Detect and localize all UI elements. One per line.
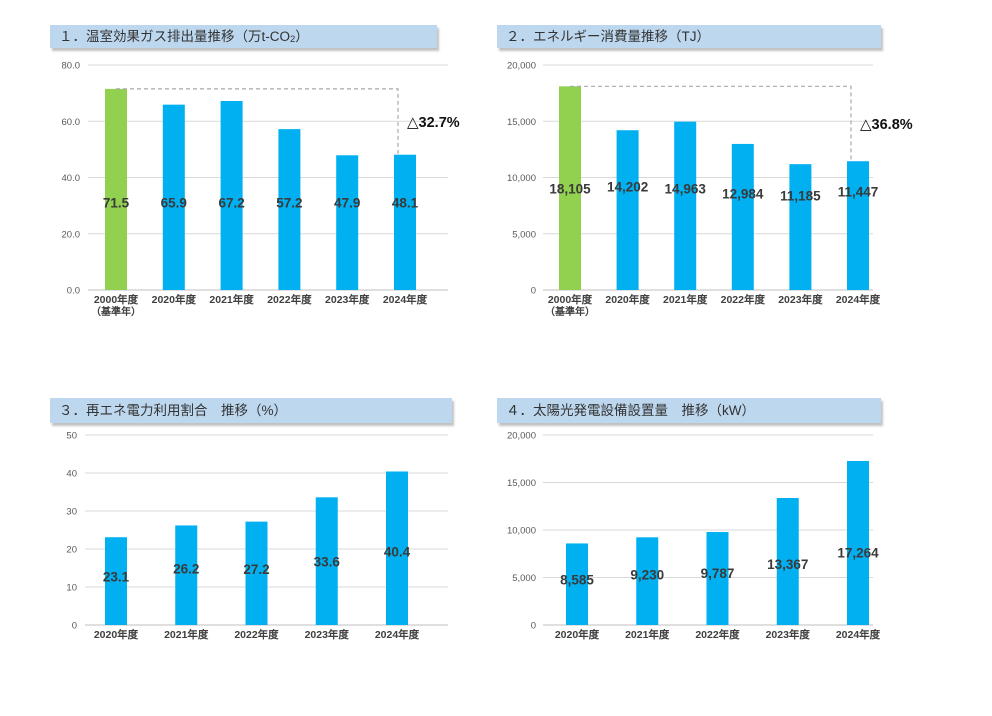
svg-text:2021年度: 2021年度 — [625, 628, 670, 641]
svg-text:15,000: 15,000 — [507, 117, 536, 128]
svg-text:△32.7%: △32.7% — [407, 114, 460, 131]
chart-title-ghg-emissions: １．温室効果ガス排出量推移（万t-CO2） — [50, 25, 437, 48]
svg-text:57.2: 57.2 — [276, 195, 302, 210]
svg-text:2022年度: 2022年度 — [267, 293, 312, 306]
svg-text:2020年度: 2020年度 — [94, 628, 139, 641]
svg-text:9,230: 9,230 — [630, 568, 664, 583]
svg-text:12,984: 12,984 — [722, 187, 764, 202]
svg-text:2023年度: 2023年度 — [778, 293, 823, 306]
svg-text:13,367: 13,367 — [767, 557, 808, 572]
svg-text:23.1: 23.1 — [103, 570, 130, 585]
svg-text:2022年度: 2022年度 — [721, 293, 766, 306]
svg-text:15,000: 15,000 — [507, 478, 536, 489]
bar-chart-ghg-emissions: 80.0 60.0 40.0 20.0 0.0 △32.7% 71.5 65.9 67.2 57.… — [62, 61, 460, 319]
svg-text:（基準年）: （基準年） — [545, 305, 595, 318]
svg-text:5,000: 5,000 — [512, 229, 536, 240]
svg-text:5,000: 5,000 — [512, 573, 536, 584]
svg-text:9,787: 9,787 — [701, 566, 735, 581]
svg-text:10,000: 10,000 — [507, 173, 536, 184]
svg-text:11,185: 11,185 — [780, 189, 821, 204]
chart-title-text: ２．エネルギー消費量推移（TJ） — [506, 29, 710, 44]
svg-text:2024年度: 2024年度 — [375, 628, 420, 641]
svg-text:2024年度: 2024年度 — [836, 628, 881, 641]
bar-chart-renewable-ratio: 50 40 30 20 10 0 23.1 26.2 27.2 33.6 40.4 2020年度 202… — [66, 431, 448, 641]
svg-text:0: 0 — [531, 621, 536, 632]
chart-title-text: ４．太陽光発電設備設置量 推移（kW） — [506, 403, 755, 418]
svg-text:48.1: 48.1 — [392, 195, 419, 210]
svg-text:80.0: 80.0 — [62, 61, 81, 72]
svg-text:2023年度: 2023年度 — [766, 628, 811, 641]
svg-text:2020年度: 2020年度 — [152, 293, 197, 306]
svg-text:65.9: 65.9 — [161, 195, 187, 210]
svg-text:18,105: 18,105 — [549, 182, 591, 197]
svg-text:（基準年）: （基準年） — [91, 305, 141, 318]
svg-text:67.2: 67.2 — [218, 195, 244, 210]
svg-text:50: 50 — [66, 431, 77, 442]
svg-text:2024年度: 2024年度 — [383, 293, 428, 306]
chart-title-suffix: ） — [295, 29, 309, 44]
svg-text:0.0: 0.0 — [67, 286, 80, 297]
svg-text:20,000: 20,000 — [507, 61, 536, 72]
svg-text:0: 0 — [531, 286, 536, 297]
chart-title-renewable-ratio: ３．再エネ電力利用割合 推移（%） — [50, 398, 452, 423]
svg-text:14,202: 14,202 — [607, 180, 648, 195]
svg-text:47.9: 47.9 — [334, 195, 360, 210]
chart-title-text: ３．再エネ電力利用割合 推移（%） — [59, 403, 288, 418]
bar-chart-solar-capacity: 20,000 15,000 10,000 5,000 0 8,585 9,230 9,787 1… — [507, 431, 881, 642]
svg-text:10,000: 10,000 — [507, 526, 536, 537]
svg-text:11,447: 11,447 — [838, 185, 879, 200]
svg-text:2022年度: 2022年度 — [234, 628, 279, 641]
svg-text:40: 40 — [66, 469, 77, 480]
svg-text:2023年度: 2023年度 — [305, 628, 350, 641]
chart-title-energy-consumption: ２．エネルギー消費量推移（TJ） — [497, 25, 881, 48]
svg-text:2000年度: 2000年度 — [94, 293, 139, 306]
svg-text:2022年度: 2022年度 — [695, 628, 740, 641]
svg-text:2023年度: 2023年度 — [325, 293, 370, 306]
svg-text:20: 20 — [66, 545, 77, 556]
svg-text:20,000: 20,000 — [507, 431, 536, 442]
chart-title-subscript: 2 — [290, 34, 296, 45]
svg-text:40.0: 40.0 — [62, 173, 81, 184]
svg-text:60.0: 60.0 — [62, 117, 81, 128]
svg-text:26.2: 26.2 — [173, 562, 199, 577]
svg-text:10: 10 — [66, 583, 77, 594]
svg-text:2021年度: 2021年度 — [663, 293, 708, 306]
svg-text:17,264: 17,264 — [837, 545, 879, 560]
svg-text:△36.8%: △36.8% — [860, 116, 913, 133]
svg-text:27.2: 27.2 — [243, 562, 269, 577]
svg-text:2000年度: 2000年度 — [548, 293, 593, 306]
svg-text:2021年度: 2021年度 — [164, 628, 209, 641]
svg-text:2020年度: 2020年度 — [555, 628, 600, 641]
svg-text:30: 30 — [66, 507, 77, 518]
svg-text:14,963: 14,963 — [665, 182, 707, 197]
svg-text:71.5: 71.5 — [103, 195, 130, 210]
svg-text:2020年度: 2020年度 — [605, 293, 650, 306]
svg-text:0: 0 — [72, 621, 77, 632]
svg-text:20.0: 20.0 — [62, 229, 81, 240]
svg-text:2021年度: 2021年度 — [209, 293, 254, 306]
svg-text:40.4: 40.4 — [384, 545, 411, 560]
svg-text:33.6: 33.6 — [314, 555, 341, 570]
svg-text:8,585: 8,585 — [560, 573, 594, 588]
chart-title-solar-capacity: ４．太陽光発電設備設置量 推移（kW） — [497, 398, 881, 423]
bar-chart-energy-consumption: 20,000 15,000 10,000 5,000 0 △36.8% 18,105 14,2… — [507, 61, 913, 319]
svg-text:2024年度: 2024年度 — [836, 293, 881, 306]
chart-title-text: １．温室効果ガス排出量推移（万t-CO — [59, 29, 290, 44]
